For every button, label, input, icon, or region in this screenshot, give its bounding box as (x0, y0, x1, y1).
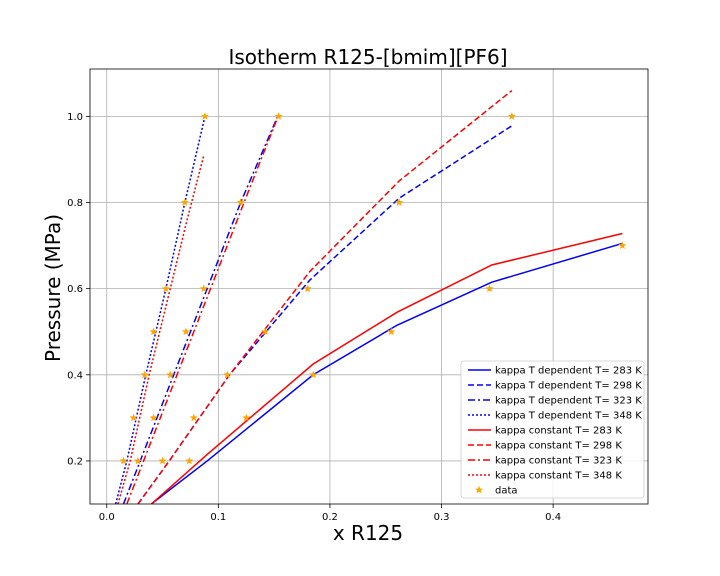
data-point-9 (199, 284, 208, 293)
data-point-25 (242, 413, 251, 422)
x-axis-label: x R125 (333, 521, 403, 545)
series-line-3 (114, 116, 206, 504)
data-point-1 (180, 198, 189, 206)
legend-label-data: data (495, 486, 518, 497)
x-tick-label-2: 0.2 (322, 512, 338, 523)
legend-label-5: kappa constant T= 298 K (495, 441, 622, 452)
data-point-26 (185, 456, 194, 465)
legend-label-2: kappa T dependent T= 323 K (495, 396, 642, 407)
data-point-23 (387, 327, 396, 336)
data-point-0 (200, 112, 209, 120)
data-point-2 (161, 284, 170, 293)
data-point-22 (485, 284, 494, 293)
y-tick-label-1: 0.4 (67, 370, 83, 381)
data-point-13 (133, 456, 142, 465)
legend-label-3: kappa T dependent T= 348 K (495, 411, 642, 422)
data-point-7 (274, 112, 283, 120)
x-tick-label-0: 0.0 (99, 512, 115, 523)
data-point-6 (119, 456, 128, 465)
y-tick-label-0: 0.2 (67, 456, 83, 467)
data-point-17 (261, 327, 270, 336)
legend-label-7: kappa constant T= 348 K (495, 471, 622, 482)
legend-label-6: kappa constant T= 323 K (495, 456, 622, 467)
series-line-7 (117, 154, 205, 504)
data-point-14 (507, 112, 516, 120)
data-point-15 (395, 198, 404, 206)
data-point-24 (309, 370, 318, 379)
x-tick-label-4: 0.4 (545, 512, 561, 523)
x-tick-label-1: 0.1 (210, 512, 226, 523)
legend-label-4: kappa constant T= 283 K (495, 426, 622, 437)
data-point-3 (149, 327, 158, 336)
data-point-8 (236, 198, 245, 206)
data-points (119, 112, 627, 465)
data-point-11 (166, 370, 175, 379)
data-point-20 (158, 456, 167, 465)
legend-label-1: kappa T dependent T= 298 K (495, 381, 642, 392)
ticks: 0.0 0.1 0.2 0.3 0.4 0.2 0.4 0.6 0.8 1.0 (67, 112, 561, 523)
legend-label-0: kappa T dependent T= 283 K (495, 366, 642, 377)
data-point-4 (140, 370, 149, 379)
series-line-0 (150, 242, 623, 504)
legend: kappa T dependent T= 283 K kappa T depend… (460, 360, 645, 499)
data-point-10 (181, 327, 190, 336)
chart-title: Isotherm R125-[bmim][PF6] (228, 45, 507, 69)
x-tick-label-3: 0.3 (434, 512, 450, 523)
y-tick-label-4: 1.0 (67, 112, 83, 123)
data-point-5 (129, 413, 138, 422)
legend-swatch-data (475, 485, 483, 494)
plot-area: 0.0 0.1 0.2 0.3 0.4 0.2 0.4 0.6 0.8 1.0 (67, 68, 649, 523)
series-line-2 (122, 113, 280, 504)
gridlines (90, 69, 648, 504)
data-point-18 (223, 370, 232, 379)
data-point-19 (189, 413, 198, 422)
series-line-4 (150, 232, 623, 504)
y-axis-label: Pressure (MPa) (41, 214, 65, 362)
legend-box (460, 360, 645, 499)
series-line-6 (126, 120, 278, 504)
data-point-21 (618, 241, 627, 249)
y-tick-label-2: 0.6 (67, 284, 83, 295)
data-point-12 (149, 413, 158, 422)
series-line-1 (137, 125, 513, 504)
y-tick-label-3: 0.8 (67, 198, 83, 209)
plot-frame (89, 68, 649, 505)
data-point-16 (303, 284, 312, 293)
series-line-5 (137, 89, 513, 504)
